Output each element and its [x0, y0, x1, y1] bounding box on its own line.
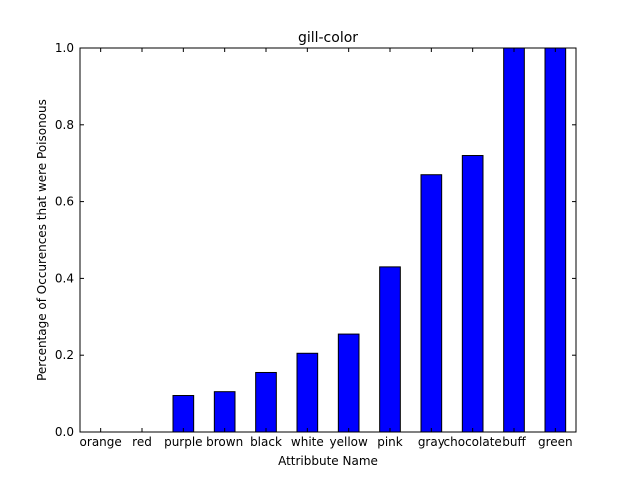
y-tick-label-0.8: 0.8 — [55, 118, 74, 132]
bar-white — [296, 352, 319, 433]
x-tick-label-purple: purple — [164, 435, 203, 449]
x-tick-label-brown: brown — [206, 435, 243, 449]
x-tick-label-red: red — [132, 435, 152, 449]
x-tick-label-gray: gray — [418, 435, 445, 449]
bar-brown — [213, 391, 236, 433]
x-tick-labels: orange red purple brown black white yellow pink… — [80, 435, 573, 449]
x-axis-label: Attribbute Name — [278, 454, 378, 468]
x-tick-label-green: green — [538, 435, 573, 449]
x-tick-label-chocolate: chocolate — [444, 435, 502, 449]
plot-frame — [79, 47, 577, 433]
x-tick-label-buff: buff — [502, 435, 526, 449]
bar-green — [544, 47, 567, 433]
y-tick-label-0.2: 0.2 — [55, 348, 74, 362]
bars-group — [172, 47, 567, 433]
y-tick-label-0.4: 0.4 — [55, 271, 74, 285]
y-tick-label-0.0: 0.0 — [55, 425, 74, 439]
bar-buff — [503, 47, 525, 433]
y-tick-labels: 0.0 0.2 0.4 0.6 0.8 1.0 — [55, 41, 74, 439]
bar-yellow — [337, 333, 360, 433]
y-tick-label-0.6: 0.6 — [55, 195, 74, 209]
bar-pink — [379, 266, 401, 433]
ticks-group — [80, 47, 576, 433]
y-axis-label: Percentage of Occurences that were Poiso… — [35, 99, 49, 381]
x-tick-label-orange: orange — [80, 435, 122, 449]
x-tick-label-pink: pink — [377, 435, 403, 449]
bar-chocolate — [461, 155, 484, 433]
x-tick-label-black: black — [250, 435, 282, 449]
x-tick-label-yellow: yellow — [330, 435, 368, 449]
bar-gray — [420, 174, 443, 433]
bar-purple — [172, 395, 195, 433]
bar-black — [255, 371, 277, 433]
chart-title: gill-color — [298, 30, 358, 46]
x-tick-label-white: white — [291, 435, 324, 449]
y-tick-label-1.0: 1.0 — [55, 41, 74, 55]
